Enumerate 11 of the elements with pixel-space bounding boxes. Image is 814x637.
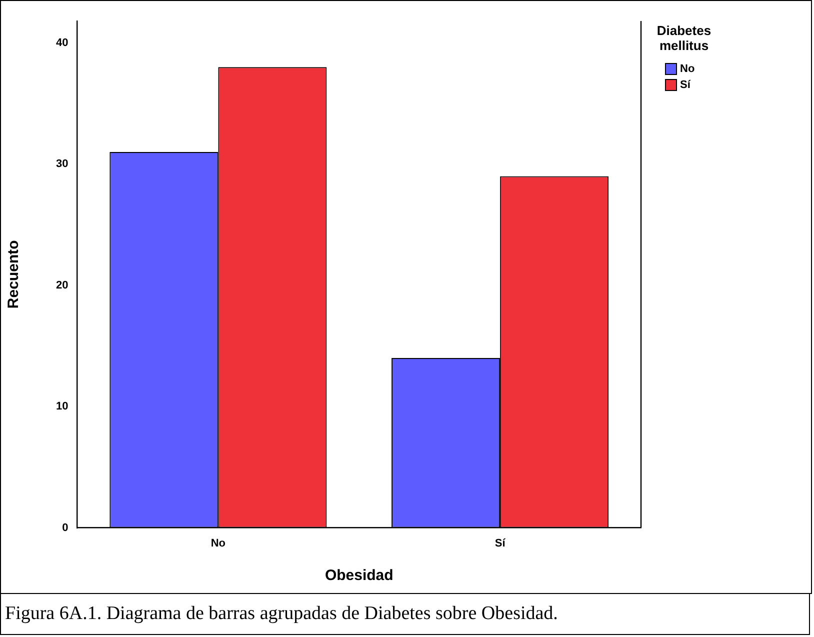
y-tick-label: 40 bbox=[56, 36, 68, 49]
y-tick-label: 10 bbox=[56, 400, 68, 413]
y-tick-label: 20 bbox=[56, 279, 68, 292]
x-axis-title: Obesidad bbox=[324, 567, 394, 584]
y-tick-label: 30 bbox=[56, 158, 68, 170]
legend-label: Sí bbox=[680, 79, 690, 91]
text: Figura 6A.1. Diagrama de barras agrupadas de Diabetes sobre Obesidad. bbox=[5, 603, 558, 624]
y-axis-title: Recuento bbox=[5, 240, 22, 309]
legend-title: Diabetes mellitus bbox=[656, 23, 712, 53]
y-tick-label: 0 bbox=[62, 522, 68, 534]
legend-label: No bbox=[680, 63, 695, 75]
